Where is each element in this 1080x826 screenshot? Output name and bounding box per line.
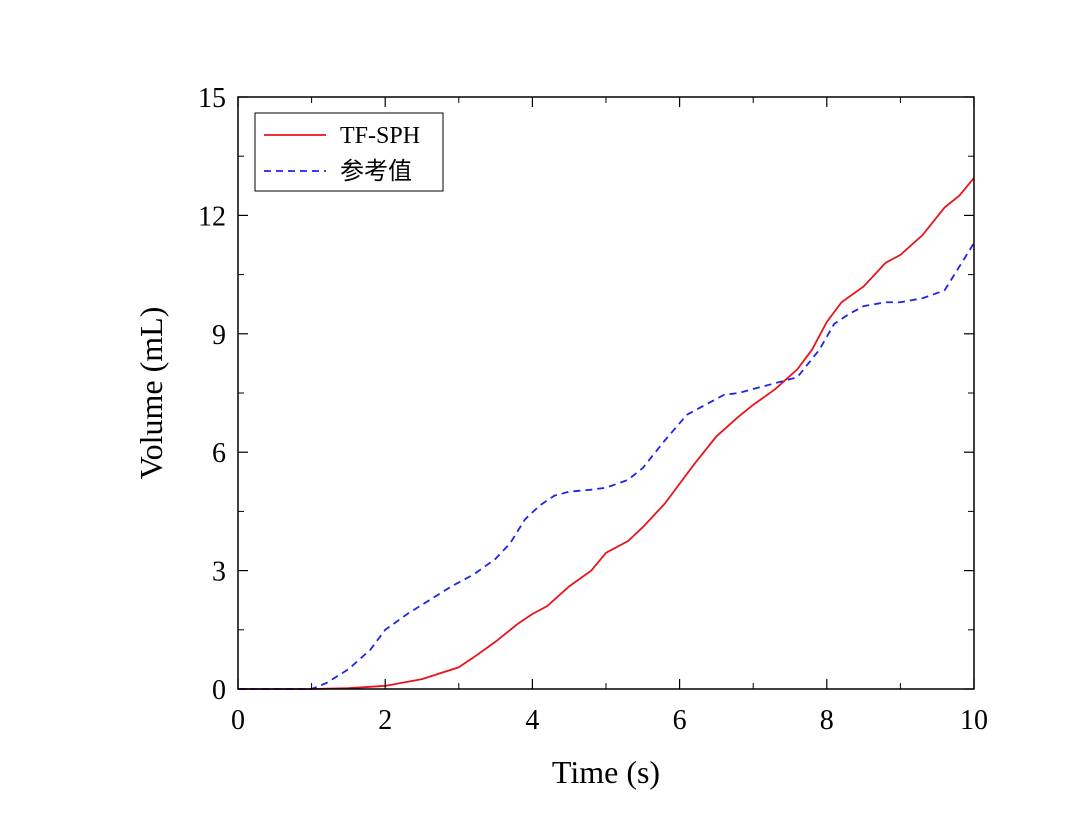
x-tick-label: 10 — [960, 705, 988, 736]
plot-area — [238, 177, 975, 690]
x-axis-title: Time (s) — [552, 754, 660, 790]
x-tick-label: 4 — [525, 705, 539, 736]
x-tick-label: 2 — [378, 705, 392, 736]
x-tick-label: 6 — [673, 705, 687, 736]
y-tick-label: 0 — [212, 675, 226, 706]
legend-box — [254, 112, 444, 192]
y-tick-label: 12 — [198, 201, 226, 232]
x-tick-label: 8 — [820, 705, 834, 736]
y-tick-label: 15 — [198, 83, 226, 114]
y-tick-label: 6 — [212, 438, 226, 469]
legend-label-tf-sph: TF-SPH — [340, 123, 420, 149]
y-tick-label: 3 — [212, 557, 226, 588]
axis-ticks: 0 2 4 6 8 10 0 3 6 9 12 15 — [198, 83, 988, 736]
legend: TF-SPH 参考值 — [254, 112, 444, 192]
series-line-tf-sph — [238, 177, 975, 690]
series-line-reference — [238, 242, 975, 690]
y-tick-label: 9 — [212, 320, 226, 351]
legend-label-reference: 参考值 — [340, 158, 412, 185]
x-tick-label: 0 — [231, 705, 245, 736]
y-axis-title: Volume (mL) — [133, 307, 169, 480]
